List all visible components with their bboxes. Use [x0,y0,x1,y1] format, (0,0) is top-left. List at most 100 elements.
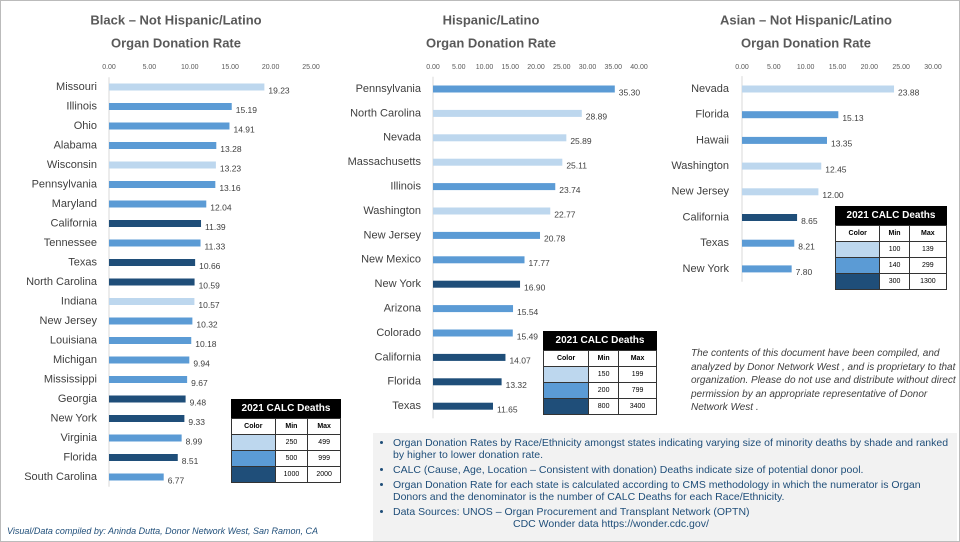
value-label: 11.39 [205,222,226,232]
y-tick-label: Arizona [384,303,422,315]
bar [742,239,795,247]
chart-title: Black – Not Hispanic/Latino [90,12,261,27]
bar [109,122,230,130]
legend-row: 100 139 [834,241,948,258]
value-label: 8.21 [798,241,815,251]
max-cell: 999 [307,450,341,467]
color-swatch [834,241,881,258]
value-label: 13.23 [220,163,242,173]
y-tick-label: Colorado [376,327,421,339]
y-tick-label: Pennsylvania [32,178,98,190]
y-tick-label: Nevada [383,132,422,144]
x-tick-label: 15.00 [829,64,847,71]
value-label: 10.32 [196,319,218,329]
bar [109,337,192,344]
min-cell: 300 [879,273,910,290]
x-tick-label: 5.00 [767,64,781,71]
header-cell: Color [834,225,881,242]
value-label: 13.28 [220,144,242,154]
x-tick-label: 15.00 [221,64,239,71]
value-label: 12.04 [210,202,232,212]
bar [109,220,202,227]
bar [742,188,819,196]
max-cell: 139 [908,241,948,258]
legend-title: 2021 CALC Deaths [231,399,341,418]
legend-row: 500 999 [231,450,341,467]
bar [433,231,541,239]
x-tick-label: 0.00 [735,64,749,71]
min-cell: 250 [274,434,309,451]
y-tick-label: New Jersey [40,315,98,327]
y-tick-label: Texas [700,237,729,249]
y-tick-label: Washington [671,160,729,172]
source-line: CDC Wonder data https://wonder.cdc.gov/ [513,518,709,530]
x-tick-label: 0.00 [102,64,116,71]
notes-box: Organ Donation Rates by Race/Ethnicity a… [373,433,957,541]
y-tick-label: Washington [363,205,421,217]
value-label: 9.48 [190,397,207,407]
bar [109,395,186,403]
value-label: 13.16 [219,183,241,193]
bar [109,298,195,305]
header-cell: Max [307,418,341,435]
legend-table: 2021 CALC Deaths Color Min Max 150 199 200 799 8… [542,331,657,415]
value-label: 25.11 [566,160,587,170]
value-label: 28.89 [586,112,608,122]
bar [109,473,164,481]
header-cell: Color [542,350,590,367]
max-cell: 299 [908,257,948,274]
y-tick-label: New York [375,278,422,290]
bar [109,239,201,247]
value-label: 22.77 [554,209,576,219]
bar [433,329,513,337]
chart-subtitle: Organ Donation Rate [741,35,871,50]
legend-row: 140 299 [834,257,948,274]
y-tick-label: Massachusetts [348,156,422,168]
y-tick-label: Hawaii [696,134,729,146]
bar [433,280,521,288]
bullet: Organ Donation Rate for each state is ca… [393,479,957,503]
color-swatch [231,466,276,483]
y-tick-label: Nevada [691,83,730,95]
x-tick-label: 10.00 [181,64,199,71]
y-tick-label: California [683,211,730,223]
color-swatch [834,273,881,290]
bar [433,183,556,191]
y-tick-label: Maryland [52,198,97,210]
bar [433,158,563,166]
header-row: Color Min Max [542,350,657,367]
y-tick-label: Mississippi [44,373,97,385]
color-swatch [542,382,590,399]
bar [433,85,615,93]
max-cell: 199 [618,366,657,383]
x-tick-label: 5.00 [143,64,157,71]
header-cell: Max [618,350,657,367]
x-tick-label: 20.00 [262,64,280,71]
legend-table: 2021 CALC Deaths Color Min Max 100 139 140 299 3… [834,206,948,290]
value-label: 8.65 [801,216,818,226]
y-tick-label: Illinois [66,100,97,112]
value-label: 9.67 [191,378,208,388]
legend-title: 2021 CALC Deaths [835,206,947,225]
y-tick-label: New Mexico [361,254,421,266]
x-tick-label: 15.00 [501,64,519,71]
y-tick-label: South Carolina [24,471,98,483]
value-label: 23.88 [898,87,920,97]
y-tick-label: Florida [695,109,730,121]
value-label: 10.18 [195,339,217,349]
value-label: 17.77 [529,258,551,268]
legend-row: 1000 2000 [231,466,341,483]
value-label: 10.59 [199,280,221,290]
value-label: 13.35 [831,139,853,149]
footer: Visual/Data compiled by: Aninda Dutta, D… [7,526,318,536]
legend-table: 2021 CALC Deaths Color Min Max 250 499 500 999 1… [231,399,341,483]
min-cell: 100 [879,241,910,258]
y-tick-label: Texas [392,400,421,412]
y-tick-label: Pennsylvania [356,83,422,95]
color-swatch [231,450,276,467]
value-label: 15.13 [842,113,864,123]
legend-row: 250 499 [231,434,341,451]
value-label: 14.07 [509,356,531,366]
bar [742,136,827,144]
value-label: 11.65 [497,404,518,414]
